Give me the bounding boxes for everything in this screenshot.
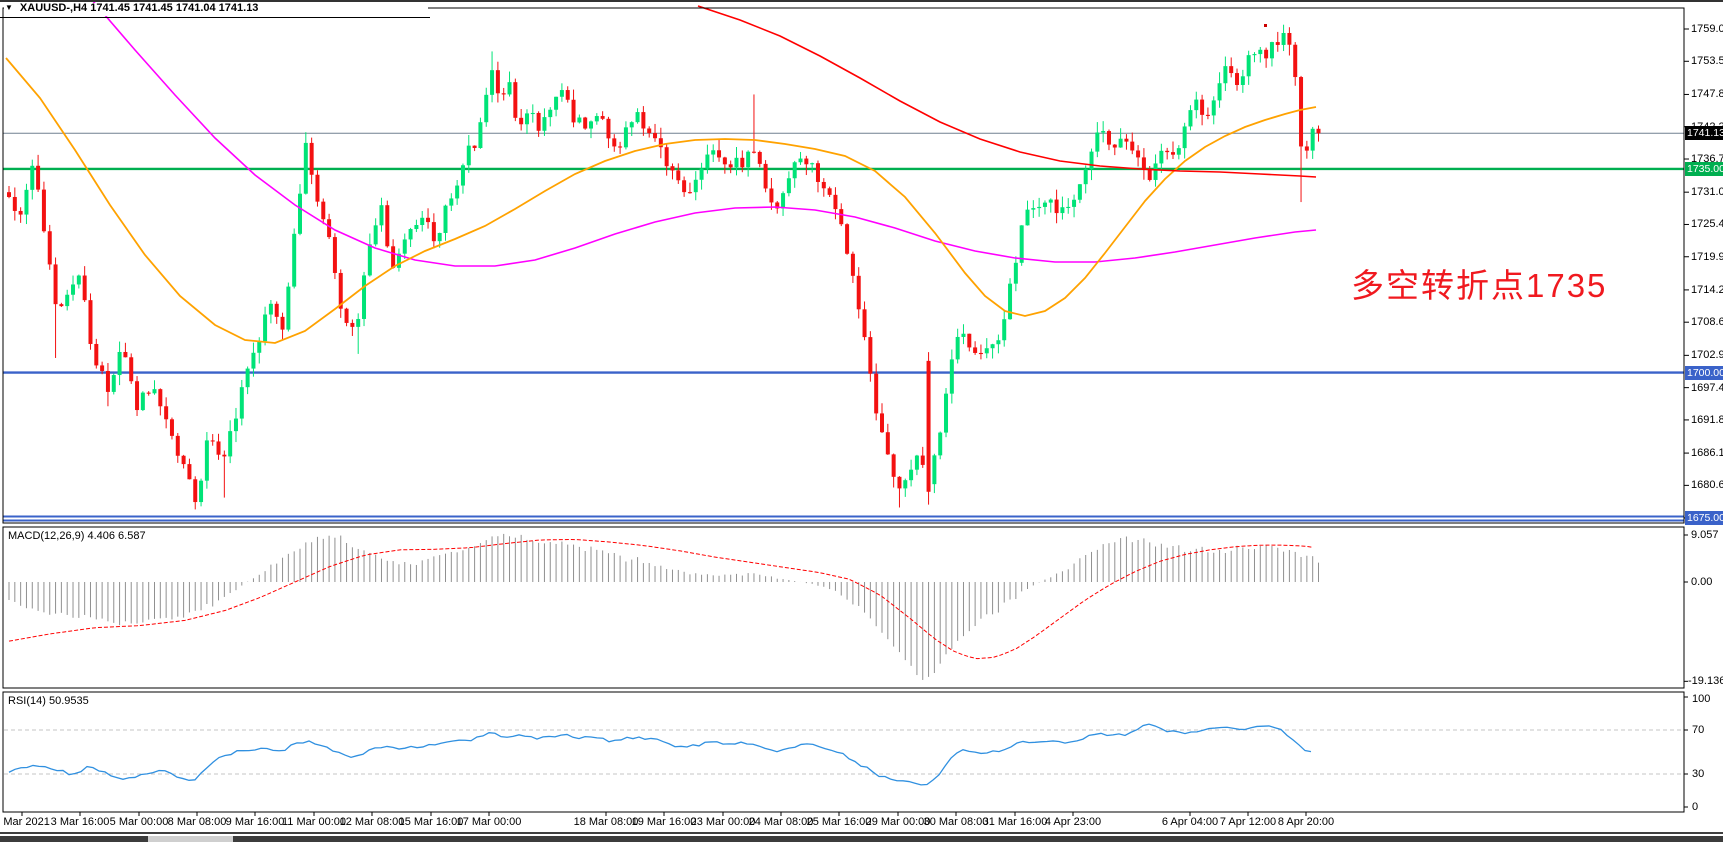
time-axis-label: 12 Mar 08:00 (339, 816, 405, 828)
lwma-fast-magenta (91, 0, 1317, 267)
rsi-indicator-label: RSI(14) 50.9535 (8, 695, 89, 707)
time-axis-label: 23 Mar 00:00 (690, 816, 756, 828)
macd-indicator-label: MACD(12,26,9) 4.406 6.587 (8, 530, 146, 542)
time-axis-label: 11 Mar 00:00 (281, 816, 346, 828)
time-axis-label: 25 Mar 16:00 (806, 816, 872, 828)
annotation-text: 多空转折点1735 (1351, 267, 1608, 304)
price-axis-label: 1725.45 (1691, 218, 1723, 231)
symbol-ohlc-label: XAUUSD-,H4 1741.45 1741.45 1741.04 1741.… (19, 2, 259, 14)
horizontal-scrollbar[interactable] (0, 836, 1723, 842)
price-axis-label: 1714.20 (1691, 283, 1723, 296)
price-axis-label: 1691.85 (1691, 413, 1723, 426)
price-line-box: 1675.00 (1685, 510, 1723, 525)
rsi-scale-70: 70 (1692, 724, 1705, 736)
symbol-title-row: ▼ XAUUSD-,H4 1741.45 1741.45 1741.04 1741… (5, 2, 258, 14)
time-axis-label: 8 Mar 08:00 (167, 816, 227, 828)
time-axis-label: 4 Apr 23:00 (1044, 816, 1102, 828)
rsi-scale-30: 30 (1692, 768, 1705, 780)
time-axis-label: 18 Mar 08:00 (573, 816, 639, 828)
time-axis-label: 6 Apr 04:00 (1161, 816, 1219, 828)
time-axis-label: 24 Mar 08:00 (748, 816, 814, 828)
price-axis-label: 1759.05 (1691, 23, 1723, 35)
time-axis-label: 9 Mar 16:00 (225, 816, 285, 828)
price-axis-label: 1731.00 (1691, 186, 1723, 199)
arrow-mark (1264, 24, 1267, 27)
time-axis-label: 29 Mar 00:00 (865, 816, 931, 828)
price-axis-label: 1708.65 (1691, 316, 1723, 329)
time-axis-label: 15 Mar 16:00 (398, 816, 464, 828)
rsi-scale-100: 100 (1692, 693, 1711, 705)
macd-scale-min: -19.136 (1688, 675, 1723, 687)
time-axis-label: 7 Apr 12:00 (1219, 816, 1277, 828)
horizontal-scrollbar-thumb[interactable] (148, 836, 233, 842)
price-axis-label: 1753.50 (1691, 55, 1723, 68)
time-axis-label: 5 Mar 00:00 (109, 816, 169, 828)
time-axis-label: 2 Mar 2021 (0, 816, 50, 828)
price-axis-label: 1697.40 (1691, 381, 1723, 394)
price-line-box: 1700.00 (1685, 365, 1723, 380)
time-axis-label: 17 Mar 00:00 (456, 816, 522, 828)
time-axis-label: 30 Mar 08:00 (923, 816, 989, 828)
price-axis-label: 1719.90 (1691, 250, 1723, 263)
rsi-scale-0: 0 (1692, 801, 1699, 813)
lwma-mid-orange (5, 57, 1317, 344)
price-axis-label: 1702.95 (1691, 349, 1723, 362)
price-axis-label: 1686.15 (1691, 447, 1723, 460)
time-axis-label: 3 Mar 16:00 (50, 816, 110, 828)
macd-scale-zero: 0.00 (1691, 576, 1713, 588)
time-axis-label: 31 Mar 16:00 (982, 816, 1048, 828)
price-line-box: 1735.00 (1685, 161, 1723, 176)
rsi-line (8, 723, 1312, 786)
chart-collapse-icon[interactable]: ▼ (5, 3, 13, 12)
price-axis-label: 1680.60 (1691, 479, 1723, 492)
price-axis-label: 1747.80 (1691, 88, 1723, 101)
macd-signal-line (8, 539, 1314, 660)
time-axis-label: 8 Apr 20:00 (1277, 816, 1335, 828)
time-axis-label: 19 Mar 16:00 (631, 816, 697, 828)
macd-scale-max: 9.057 (1691, 529, 1719, 541)
price-line-box: 1741.13 (1685, 126, 1723, 141)
ma-slow-red (697, 5, 1317, 178)
